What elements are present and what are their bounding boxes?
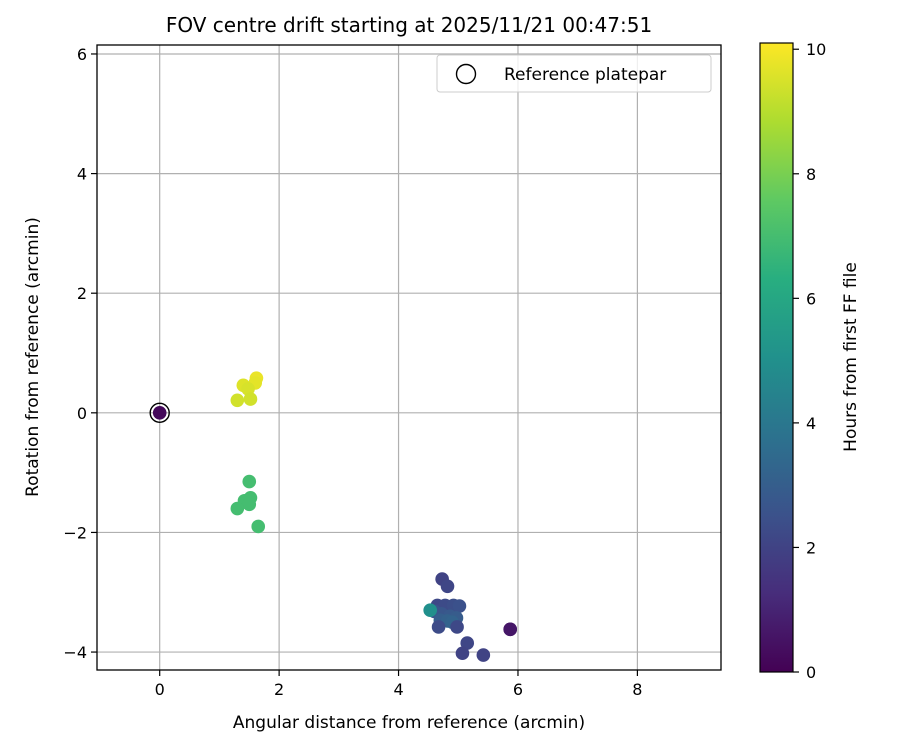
reference-platepar-marker: [149, 402, 170, 424]
x-tick-label: 8: [632, 680, 642, 699]
colorbar-tick-label: 0: [806, 663, 816, 682]
data-point: [431, 620, 446, 634]
x-axis-label: Angular distance from reference (arcmin): [233, 713, 585, 733]
data-point: [242, 497, 257, 512]
data-point: [450, 620, 464, 634]
plot-frame: [96, 44, 722, 671]
y-axis-label: Rotation from reference (arcmin): [23, 217, 43, 497]
data-point: [440, 579, 455, 594]
y-tick-label: 2: [77, 284, 87, 303]
data-point: [242, 474, 257, 489]
y-tick-label: −4: [63, 643, 87, 662]
legend-reference-marker: [455, 63, 477, 85]
data-point: [503, 622, 518, 637]
data-point: [230, 501, 245, 516]
data-point: [230, 393, 245, 408]
colorbar-tick-label: 10: [806, 40, 826, 59]
legend-reference-label: Reference platepar: [504, 65, 666, 85]
reference-marker-group: [149, 402, 170, 424]
legend: Reference platepar: [436, 54, 712, 93]
data-point: [241, 382, 255, 396]
grid: [97, 45, 721, 670]
legend-box: [436, 54, 712, 93]
data-points: [152, 371, 518, 662]
x-tick-label: 0: [155, 680, 165, 699]
x-tick-label: 2: [274, 680, 284, 699]
plot-area: [97, 45, 721, 670]
chart-title: FOV centre drift starting at 2025/11/21 …: [166, 13, 652, 37]
data-point: [476, 648, 491, 662]
data-point: [152, 406, 167, 420]
x-tick-label: 6: [513, 680, 523, 699]
colorbar-label: Hours from first FF file: [841, 262, 861, 452]
data-point: [460, 636, 475, 650]
data-point: [251, 519, 266, 534]
colorbar: 0 2 4 6 8 10 Hours from first FF file: [759, 40, 861, 682]
y-axis-ticks: −4 −2 0 2 4 6: [63, 45, 97, 662]
colorbar-tick-label: 8: [806, 165, 816, 184]
x-axis-ticks: 0 2 4 6 8: [155, 670, 642, 699]
colorbar-tick-label: 6: [806, 289, 816, 308]
x-tick-label: 4: [393, 680, 403, 699]
colorbar-tick-label: 2: [806, 538, 816, 557]
data-point: [455, 646, 470, 661]
data-point: [452, 599, 467, 613]
colorbar-tick-label: 4: [806, 414, 816, 433]
y-tick-label: 0: [77, 404, 87, 423]
colorbar-ticks: 0 2 4 6 8 10: [793, 40, 826, 682]
colorbar-gradient: [759, 42, 794, 673]
data-point: [423, 603, 437, 617]
y-tick-label: −2: [63, 523, 87, 542]
data-point: [243, 392, 258, 406]
y-tick-label: 4: [77, 165, 87, 184]
y-tick-label: 6: [77, 45, 87, 64]
